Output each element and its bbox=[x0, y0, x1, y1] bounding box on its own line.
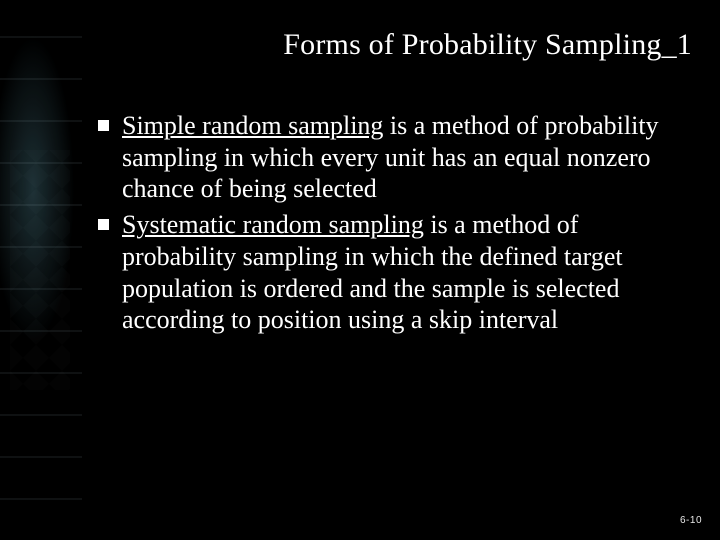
slide: Forms of Probability Sampling_1 Simple r… bbox=[0, 0, 720, 540]
bullet-item: Simple random sampling is a method of pr… bbox=[96, 110, 690, 205]
slide-title: Forms of Probability Sampling_1 bbox=[0, 28, 692, 62]
slide-body: Simple random sampling is a method of pr… bbox=[96, 110, 690, 340]
bullet-item: Systematic random sampling is a method o… bbox=[96, 209, 690, 336]
bullet-term: Simple random sampling bbox=[122, 111, 383, 140]
bullet-term: Systematic random sampling bbox=[122, 210, 424, 239]
bullet-list: Simple random sampling is a method of pr… bbox=[96, 110, 690, 336]
slide-number: 6-10 bbox=[680, 515, 702, 526]
